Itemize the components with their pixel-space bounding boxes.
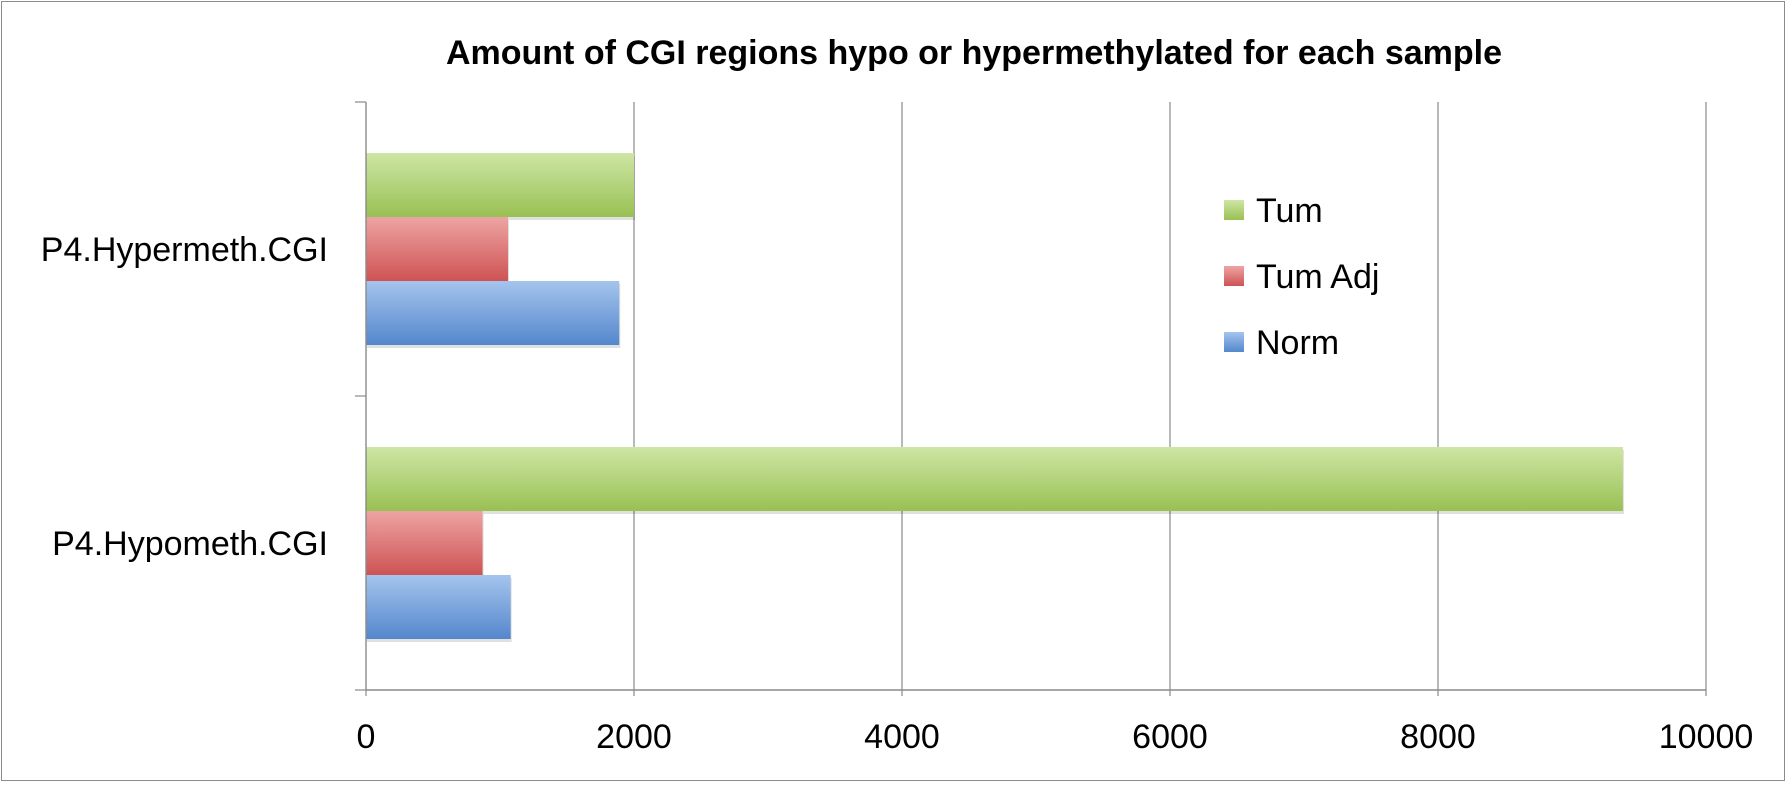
legend-label-norm: Norm — [1256, 324, 1339, 362]
axes: 0 2000 4000 6000 8000 10000 P4.Hypermeth.CGI P4… — [41, 101, 1754, 756]
bar-tum-p4-hypometh-cgi — [366, 447, 1623, 511]
x-tick-label-6000: 6000 — [1132, 718, 1208, 756]
legend-label-tum-adj: Tum Adj — [1256, 258, 1379, 296]
y-category-label-p4-hypermeth-cgi: P4.Hypermeth.CGI — [41, 231, 328, 269]
legend: Tum Tum Adj Norm — [1224, 192, 1379, 362]
bar-norm-p4-hypometh-cgi — [366, 575, 511, 639]
legend-label-tum: Tum — [1256, 192, 1323, 230]
bar-tum-adj-p4-hypermeth-cgi — [366, 217, 509, 281]
legend-swatch-tum-adj — [1224, 266, 1244, 286]
grid-lines — [633, 102, 1707, 690]
bar-norm-p4-hypermeth-cgi — [366, 281, 620, 345]
chart-title: Amount of CGI regions hypo or hypermethy… — [446, 34, 1502, 72]
x-tick-label-10000: 10000 — [1659, 718, 1754, 756]
y-category-label-p4-hypometh-cgi: P4.Hypometh.CGI — [52, 525, 328, 563]
x-tick-label-2000: 2000 — [596, 718, 672, 756]
bars — [366, 153, 1624, 642]
bar-tum-p4-hypermeth-cgi — [366, 153, 634, 217]
bar-tum-adj-p4-hypometh-cgi — [366, 511, 483, 575]
x-tick-label-0: 0 — [357, 718, 376, 756]
legend-swatch-norm — [1224, 332, 1244, 352]
x-tick-label-4000: 4000 — [864, 718, 940, 756]
x-tick-label-8000: 8000 — [1400, 718, 1476, 756]
legend-swatch-tum — [1224, 200, 1244, 220]
